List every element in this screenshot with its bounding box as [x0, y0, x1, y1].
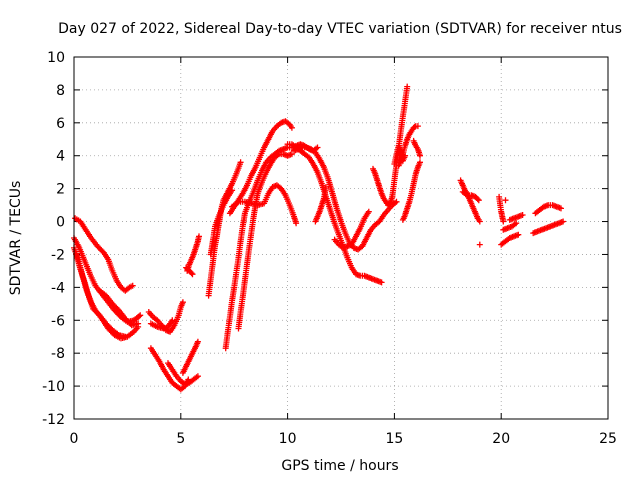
data-point — [237, 159, 244, 166]
data-point — [393, 198, 400, 205]
series-track-32 — [496, 193, 507, 225]
plot-frame — [73, 56, 609, 420]
y-tick-label: -4 — [51, 280, 65, 296]
series-track-38 — [532, 202, 564, 217]
x-axis-label: GPS time / hours — [281, 458, 398, 474]
y-tick-label: 0 — [56, 215, 65, 231]
series-track-22 — [331, 208, 372, 251]
series-track-30 — [459, 188, 482, 204]
y-tick-label: -2 — [51, 247, 65, 263]
series-track-7 — [147, 317, 176, 332]
series-track-15 — [222, 141, 321, 352]
series-track-27 — [399, 159, 423, 223]
series-track-8 — [147, 345, 192, 393]
y-tick-label: -8 — [51, 346, 65, 362]
x-axis-ticks: 0 5 10 15 20 25 — [70, 57, 617, 447]
data-point — [365, 208, 372, 215]
series-track-9 — [165, 360, 201, 388]
series-track-34 — [498, 231, 522, 248]
data-point — [169, 317, 176, 324]
series-track-12 — [183, 264, 196, 278]
data-point — [515, 231, 522, 238]
data-point — [194, 373, 201, 380]
series-track-13 — [205, 159, 244, 299]
data-point — [288, 124, 295, 131]
y-tick-label: 10 — [47, 50, 65, 66]
data-point — [378, 279, 385, 286]
series-track-37 — [530, 218, 567, 237]
y-tick-label: -12 — [42, 412, 65, 428]
data-point — [288, 151, 295, 158]
x-tick-label: 5 — [176, 431, 185, 447]
data-point — [293, 220, 300, 227]
series-track-1 — [72, 215, 136, 294]
y-tick-label: 6 — [56, 116, 65, 132]
series-track-19 — [284, 141, 385, 286]
data-point — [417, 152, 423, 159]
data-point — [476, 241, 483, 248]
data-point — [502, 197, 509, 204]
data-point — [194, 338, 201, 345]
series-track-20 — [291, 144, 400, 253]
data-point — [500, 218, 507, 225]
data-point — [414, 123, 421, 130]
series-track-35 — [500, 220, 520, 233]
y-tick-label: 2 — [56, 182, 65, 198]
data-point — [122, 333, 129, 340]
series-track-31 — [476, 241, 483, 248]
data-point — [519, 212, 526, 218]
data-point — [513, 220, 520, 227]
data-point — [474, 196, 481, 203]
series-track-26 — [391, 142, 409, 167]
data-point — [314, 144, 321, 151]
data-point — [137, 312, 144, 319]
x-tick-label: 0 — [70, 431, 79, 447]
series-track-10 — [179, 338, 201, 376]
data-points — [71, 83, 567, 393]
y-tick-label: 8 — [56, 83, 65, 99]
data-point — [188, 270, 195, 277]
data-point — [404, 83, 411, 90]
x-tick-label: 20 — [492, 431, 510, 447]
y-tick-label: 4 — [56, 149, 65, 165]
series-track-33 — [502, 197, 509, 204]
series-track-21 — [312, 184, 329, 225]
x-tick-label: 15 — [385, 431, 403, 447]
data-point — [196, 233, 202, 240]
data-point — [558, 205, 564, 212]
y-axis-ticks: -12 -10 -8 -6 -4 -2 0 2 4 6 8 10 — [42, 50, 608, 428]
y-tick-label: -6 — [51, 313, 65, 329]
series-track-28 — [410, 137, 423, 159]
data-point — [189, 271, 196, 278]
data-point — [135, 320, 142, 327]
chart-title: Day 027 of 2022, Sidereal Day-to-day VTE… — [58, 21, 622, 37]
data-point — [476, 218, 483, 225]
data-point — [323, 184, 329, 190]
data-point — [129, 282, 136, 289]
y-tick-label: -10 — [42, 379, 65, 395]
series-track-18 — [229, 182, 300, 227]
data-point — [179, 299, 186, 306]
data-point — [475, 197, 482, 204]
x-tick-label: 25 — [599, 431, 617, 447]
series-track-16 — [235, 151, 295, 332]
series-track-5 — [96, 287, 142, 329]
x-tick-label: 10 — [279, 431, 297, 447]
data-point — [229, 187, 236, 194]
grid-lines — [74, 57, 608, 419]
data-point — [560, 218, 567, 225]
data-point — [136, 313, 143, 320]
data-point — [417, 159, 423, 166]
series-track-36 — [506, 212, 526, 223]
series-track-14 — [207, 187, 236, 258]
data-point — [402, 152, 409, 159]
series-track-6 — [145, 299, 186, 335]
y-axis-label: SDTVAR / TECUs — [8, 181, 24, 296]
data-point — [411, 123, 418, 130]
